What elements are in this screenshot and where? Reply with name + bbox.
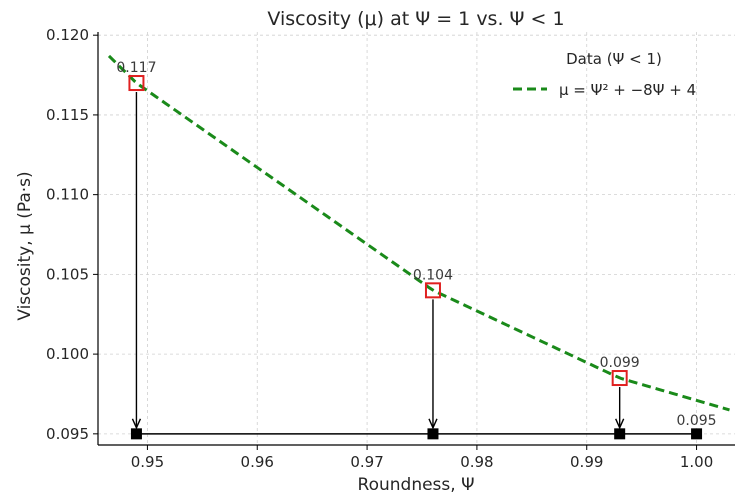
tick-labels: 0.95 0.96 0.97 0.98 0.99 1.00 0.095 0.100 0.105 0…: [46, 26, 713, 471]
arrow-head: [428, 418, 438, 430]
legend-title: Data (Ψ < 1): [566, 50, 662, 68]
highlight-marker: [424, 282, 441, 299]
series-line: [107, 54, 730, 412]
highlight-value-label: 0.104: [413, 267, 453, 283]
highlight-value-label: 0.099: [600, 355, 640, 371]
baseline-marker: [130, 428, 142, 440]
highlight-marker: [128, 75, 145, 92]
arrow-head: [615, 418, 625, 430]
legend-entry-label: μ = Ψ² + −8Ψ + 4: [559, 81, 696, 99]
x-tick-label: 0.97: [350, 453, 383, 471]
highlight-marker: [611, 370, 628, 387]
y-tick-label: 0.095: [46, 425, 89, 443]
baseline-marker: [614, 428, 626, 440]
x-tick-label: 1.00: [680, 453, 713, 471]
arrow-head: [131, 418, 142, 430]
x-tick-label: 0.96: [241, 453, 274, 471]
baseline-marker: [691, 428, 703, 440]
y-axis-title: Viscosity, μ (Pa·s): [15, 171, 35, 320]
y-tick-label: 0.110: [46, 186, 89, 204]
axes: [93, 32, 735, 450]
x-tick-label: 0.98: [460, 453, 493, 471]
x-tick-label: 0.99: [570, 453, 603, 471]
highlight-value-label: 0.117: [116, 60, 156, 76]
x-tick-label: 0.95: [131, 453, 164, 471]
curve-layer: [107, 54, 730, 412]
baseline-marker: [427, 428, 439, 440]
marker-layer: 0.117 0.104 0.099 0.095: [116, 60, 717, 440]
y-tick-label: 0.100: [46, 345, 89, 363]
legend: Data (Ψ < 1) μ = Ψ² + −8Ψ + 4: [513, 50, 696, 99]
y-tick-label: 0.115: [46, 106, 89, 124]
y-tick-label: 0.105: [46, 265, 89, 283]
arrow-layer: [131, 92, 697, 435]
x-axis-title: Roundness, Ψ: [358, 475, 475, 495]
baseline-value-label: 0.095: [677, 413, 717, 429]
y-tick-label: 0.120: [46, 26, 89, 44]
chart-title: Viscosity (μ) at Ψ = 1 vs. Ψ < 1: [267, 8, 564, 30]
